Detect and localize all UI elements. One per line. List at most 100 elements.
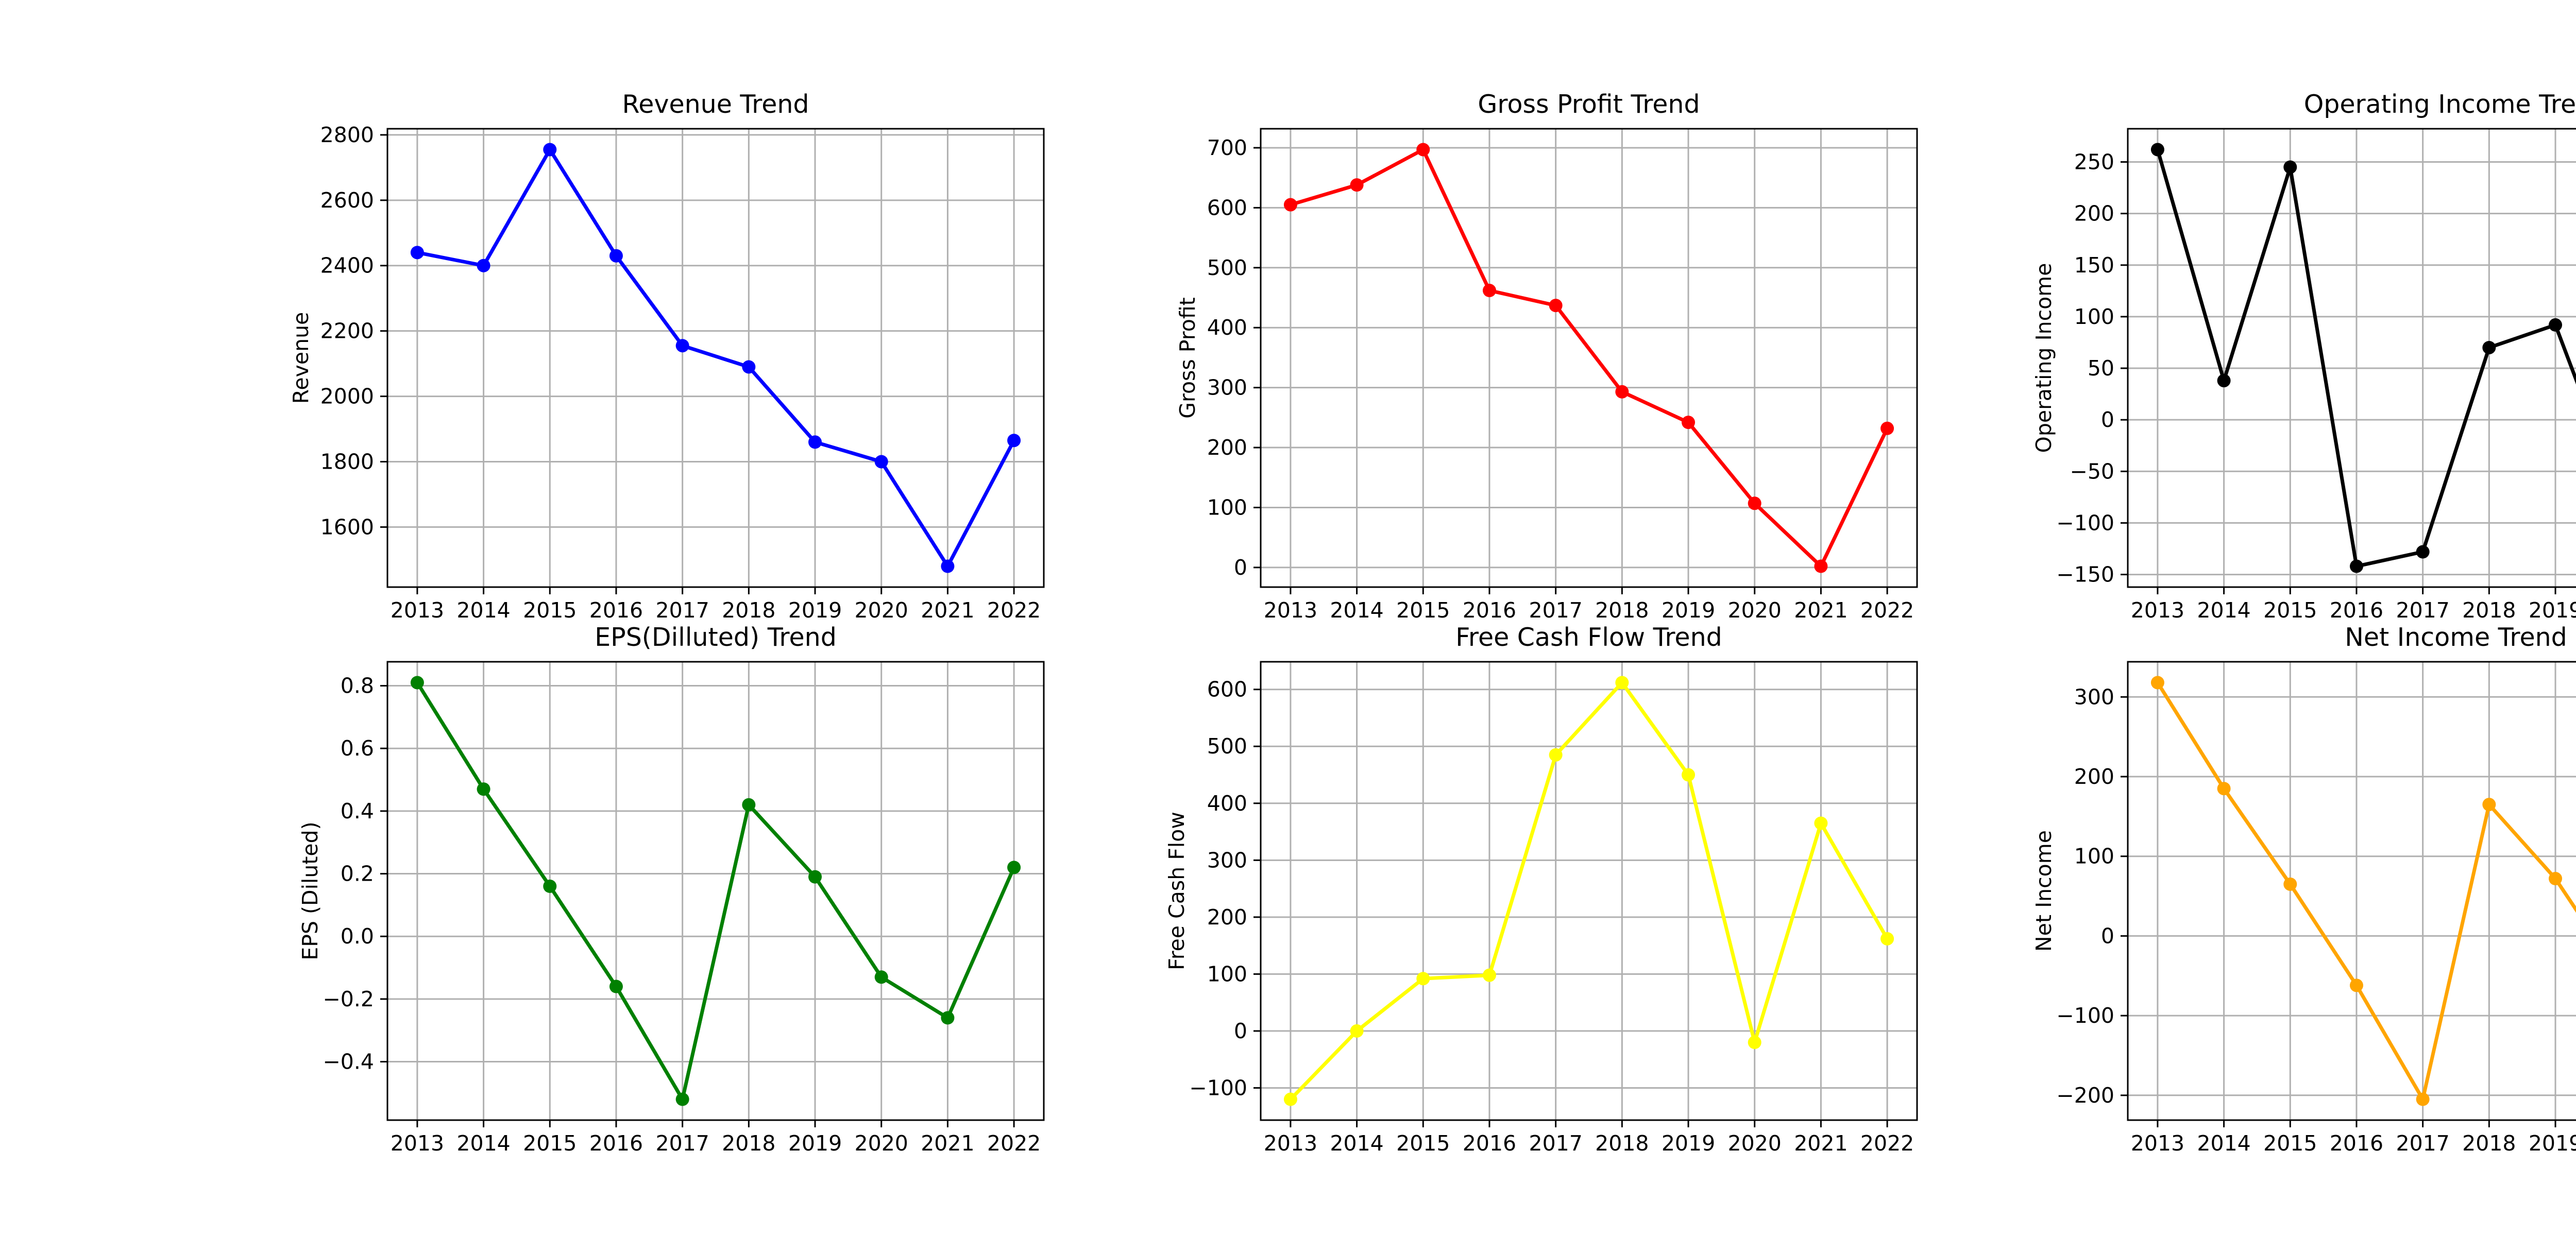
plot-area: 2013 2014 2015 2016 2017 2018 2019 2020 2021 2022…	[323, 661, 1045, 1156]
data-point	[742, 360, 756, 374]
x-tick-label: 2022	[987, 1131, 1041, 1156]
chart-title: Operating Income Trend	[2303, 89, 2576, 119]
y-axis-label: Revenue	[289, 312, 313, 404]
x-tick-label: 2022	[1860, 598, 1914, 623]
data-point	[2217, 374, 2231, 388]
y-tick-label: 100	[1207, 962, 1247, 986]
x-tick-label: 2021	[921, 1131, 974, 1156]
y-tick-label: 300	[2074, 684, 2114, 709]
x-tick-label: 2016	[589, 1131, 643, 1156]
y-tick-label: 500	[1207, 255, 1247, 280]
y-tick-label: 0.2	[341, 862, 374, 886]
y-tick-label: −100	[1189, 1075, 1247, 1100]
x-tick-label: 2014	[1330, 598, 1383, 623]
x-tick-label: 2017	[2396, 1131, 2449, 1156]
data-point	[2150, 676, 2164, 690]
x-tick-label: 2013	[2131, 1131, 2184, 1156]
y-tick-label: 250	[2074, 149, 2114, 174]
x-tick-label: 2018	[2462, 598, 2516, 623]
chart-panel-operating-income: Operating Income Trend Operating Income …	[2031, 91, 2576, 623]
y-tick-label: 0	[2101, 407, 2114, 432]
y-tick-label: 200	[1207, 905, 1247, 930]
data-point	[1880, 421, 1894, 435]
y-tick-label: 200	[1207, 435, 1247, 460]
x-tick-label: 2019	[2529, 1131, 2576, 1156]
data-point	[477, 259, 490, 272]
plot-area: 2013 2014 2015 2016 2017 2018 2019 2020 2021 2022…	[1207, 128, 1918, 623]
x-tick-label: 2017	[655, 1131, 709, 1156]
data-point	[742, 798, 756, 812]
x-tick-label: 2017	[2396, 598, 2449, 623]
axes-spines	[1260, 128, 1918, 588]
x-tick-label: 2022	[987, 598, 1041, 623]
x-tick-label: 2013	[391, 1131, 444, 1156]
x-tick-label: 2019	[1662, 1131, 1715, 1156]
data-point	[808, 435, 822, 449]
data-point	[410, 246, 424, 260]
data-point	[410, 676, 424, 690]
x-tick-label: 2021	[1794, 598, 1848, 623]
x-tick-label: 2018	[1595, 598, 1649, 623]
chart-title: Net Income Trend	[2345, 622, 2567, 652]
data-point	[2283, 877, 2297, 891]
y-tick-label: 50	[2088, 356, 2114, 381]
x-tick-label: 2013	[2131, 598, 2184, 623]
x-tick-label: 2021	[921, 598, 974, 623]
y-tick-label: 2800	[320, 123, 374, 147]
chart-title: EPS(Dilluted) Trend	[595, 622, 837, 652]
y-tick-label: −50	[2070, 459, 2114, 484]
x-tick-label: 2014	[456, 1131, 510, 1156]
data-point	[808, 870, 822, 884]
y-tick-label: 500	[1207, 734, 1247, 759]
data-point	[2217, 782, 2231, 796]
data-point	[477, 782, 490, 796]
data-point	[1007, 434, 1021, 448]
y-tick-label: −0.2	[323, 987, 374, 1011]
data-line	[415, 147, 1016, 569]
data-point	[1007, 861, 1021, 874]
y-tick-label: −200	[2056, 1083, 2114, 1108]
x-tick-label: 2019	[788, 598, 842, 623]
data-point	[2283, 160, 2297, 174]
y-tick-label: 0	[1234, 555, 1247, 580]
data-point	[1615, 385, 1629, 399]
data-point	[543, 879, 557, 893]
data-point	[1682, 416, 1696, 430]
x-tick-label: 2017	[655, 598, 709, 623]
x-tick-label: 2021	[1794, 1131, 1848, 1156]
data-point	[2549, 872, 2563, 886]
data-line	[2156, 680, 2576, 1102]
y-tick-label: 150	[2074, 253, 2114, 278]
x-tick-label: 2015	[523, 598, 577, 623]
y-tick-label: 700	[1207, 135, 1247, 160]
x-tick-label: 2014	[2197, 1131, 2250, 1156]
data-point	[1416, 972, 1430, 986]
chart-panel-gross-profit: Gross Profit Trend Gross Profit 2013 2014…	[1175, 91, 1918, 623]
y-tick-label: −150	[2056, 562, 2114, 587]
y-tick-label: 1600	[320, 514, 374, 539]
plot-area: 2013 2014 2015 2016 2017 2018 2019 2020 2021 2022…	[320, 123, 1045, 623]
x-tick-label: 2015	[523, 1131, 577, 1156]
x-tick-label: 2013	[1264, 598, 1317, 623]
axes-spines	[386, 661, 1045, 1121]
x-tick-label: 2015	[2263, 598, 2317, 623]
data-line	[2156, 147, 2576, 569]
chart-panel-revenue: Revenue Trend Revenue 2013 2014 2015 2016 20…	[289, 91, 1045, 623]
chart-title: Gross Profit Trend	[1478, 89, 1700, 119]
y-tick-label: 200	[2074, 764, 2114, 789]
data-point	[2416, 1092, 2430, 1106]
data-point	[609, 980, 623, 993]
data-point	[874, 455, 888, 469]
y-tick-label: −0.4	[323, 1050, 374, 1074]
data-point	[2150, 143, 2164, 157]
data-point	[1350, 1024, 1364, 1038]
data-point	[1482, 284, 1496, 298]
x-tick-label: 2017	[1529, 598, 1582, 623]
x-tick-label: 2019	[788, 1131, 842, 1156]
data-point	[1283, 198, 1297, 212]
data-point	[1549, 299, 1563, 313]
x-tick-label: 2018	[1595, 1131, 1649, 1156]
data-point	[1615, 676, 1629, 690]
x-tick-label: 2018	[722, 1131, 775, 1156]
